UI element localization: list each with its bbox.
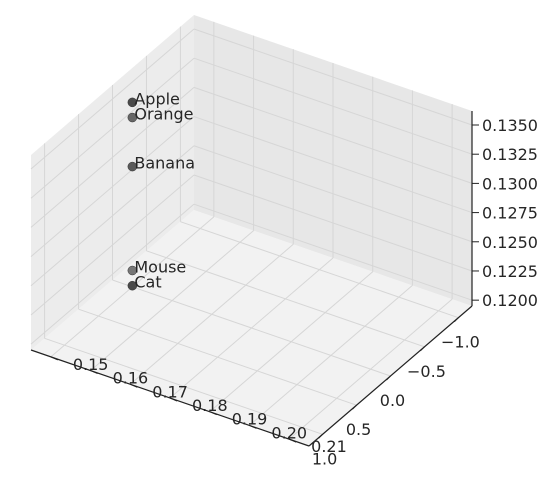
gridline-y-floor	[288, 298, 453, 440]
z-tick-label: 0.1350	[482, 116, 538, 135]
x-tick-label: 1.0	[312, 449, 337, 468]
gridline-z-backwall	[193, 57, 473, 155]
data-point	[127, 265, 138, 276]
gridline-z-leftwall	[30, 57, 195, 199]
gridline-z-backwall	[193, 174, 473, 272]
data-point	[127, 112, 138, 123]
point-label: Cat	[134, 273, 161, 292]
gridline-y-floor	[129, 243, 294, 385]
gridline-z-backwall	[193, 86, 473, 184]
gridline-z-backwall	[193, 28, 473, 126]
tick-labels: −1.0−0.50.00.51.00.150.160.170.180.190.2…	[73, 116, 538, 468]
gridline-y-floor	[249, 285, 413, 426]
gridline-z-leftwall	[30, 174, 195, 316]
gridline-y-floor	[169, 257, 334, 399]
data-point	[127, 161, 138, 172]
y-tick-mark	[90, 370, 98, 375]
z-tick-label: 0.1325	[482, 145, 538, 164]
z-tick-label: 0.1200	[482, 291, 538, 310]
x-tick-mark	[318, 433, 323, 439]
x-tick-label: −1.0	[441, 333, 480, 352]
gridline-y-floor	[90, 230, 254, 371]
point-label: Orange	[134, 105, 193, 124]
x-tick-label: 0.0	[380, 391, 405, 410]
z-tick-label: 0.1275	[482, 204, 538, 223]
y-tick-label: 0.17	[152, 382, 188, 401]
y-tick-label: 0.21	[311, 437, 347, 456]
point-label: Mouse	[134, 258, 186, 277]
gridline-z-backwall	[193, 145, 473, 243]
x-tick-mark	[352, 404, 357, 410]
gridline-z-backwall	[193, 116, 473, 214]
y-tick-label: 0.19	[232, 410, 268, 429]
z-tick-label: 0.1300	[482, 174, 538, 193]
gridlines	[30, 21, 473, 440]
gridline-z-leftwall	[30, 203, 195, 345]
y-tick-mark	[288, 438, 297, 443]
y-tick-mark	[130, 383, 138, 388]
gridline-z-leftwall	[30, 28, 195, 170]
x-tick-label: 0.5	[346, 420, 371, 439]
data-point	[127, 97, 138, 108]
gridline-z-leftwall	[30, 87, 195, 228]
z-tick-label: 0.1225	[482, 262, 538, 281]
point-label: Banana	[134, 154, 195, 173]
axis-panes	[31, 15, 472, 446]
y-tick-mark	[209, 411, 217, 416]
data-point	[127, 280, 138, 291]
x-tick-mark	[454, 317, 459, 323]
y-tick-label: 0.15	[73, 355, 109, 374]
gridline-z-backwall	[193, 203, 473, 301]
y-tick-label: 0.18	[192, 396, 228, 415]
y-tick-mark	[50, 356, 59, 361]
gridline-z-leftwall	[30, 116, 195, 257]
x-tick-mark	[420, 346, 425, 352]
y-tick-mark	[169, 397, 178, 402]
y-tick-label: 0.16	[113, 369, 149, 388]
gridline-y-floor	[209, 271, 374, 413]
x-tick-mark	[386, 375, 391, 381]
y-tick-mark	[249, 424, 257, 429]
point-label: Apple	[134, 89, 180, 108]
z-tick-label: 0.1250	[482, 233, 538, 252]
y-tick-label: 0.20	[271, 423, 307, 442]
axis-lines	[30, 111, 479, 447]
gridline-z-leftwall	[30, 145, 195, 287]
x-tick-label: −0.5	[407, 362, 446, 381]
